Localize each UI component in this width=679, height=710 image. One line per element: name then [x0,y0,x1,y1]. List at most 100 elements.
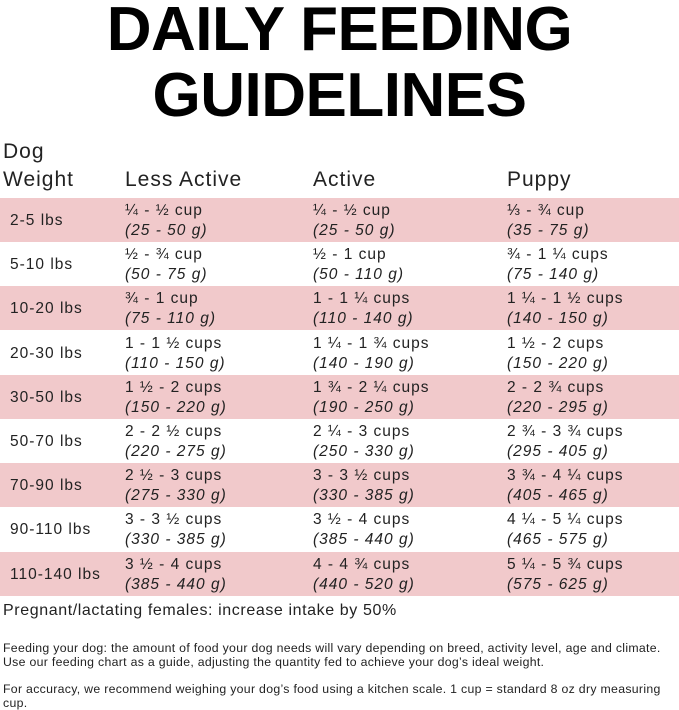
cups: 3 ¾ - 4 ¼ cups [507,467,624,485]
amount-cell: 2 ¾ - 3 ¾ cups (295 - 405 g) [507,422,624,462]
table-row: 2-5 lbs ¼ - ½ cup (25 - 50 g) ¼ - ½ cup (25 … [0,198,679,242]
cups: 1 ¾ - 2 ¼ cups [313,378,430,396]
cups: 2 ½ - 3 cups [125,467,223,485]
weight-cell: 2-5 lbs [10,212,64,229]
weight-cell: 70-90 lbs [10,477,83,495]
grams: (385 - 440 g) [125,575,227,593]
grams: (110 - 140 g) [313,310,414,328]
paragraph: Feeding your dog: the amount of food you… [3,641,661,669]
grams: (465 - 575 g) [507,531,609,549]
amount-cell: ¼ - ½ cup (25 - 50 g) [313,201,396,241]
title: DAILY FEEDING [106,0,573,64]
grams: (250 - 330 g) [313,443,415,460]
cups: 2 - 2 ½ cups [125,423,223,440]
paragraph: For accuracy, we recommend weighing your… [3,682,661,710]
cups: 4 ¼ - 5 ¼ cups [507,511,624,529]
grams: (405 - 465 g) [507,487,609,505]
cups: 3 - 3 ½ cups [313,467,411,485]
weight-cell: 50-70 lbs [10,433,83,450]
cups: 1 - 1 ½ cups [125,334,223,352]
amount-cell: 2 ½ - 3 cups (275 - 330 g) [125,466,227,506]
cups: 3 ½ - 4 cups [313,511,411,529]
grams: (330 - 385 g) [313,487,415,505]
amount-cell: 3 ½ - 4 cups (385 - 440 g) [125,555,227,595]
cups: ¼ - ½ cup [125,202,203,219]
amount-cell: 3 ½ - 4 cups (385 - 440 g) [313,510,415,550]
cups: 3 - 3 ½ cups [125,511,223,529]
table-row: 70-90 lbs 2 ½ - 3 cups (275 - 330 g) 3 - 3 … [0,463,679,508]
amount-cell: 1 ½ - 2 cups (150 - 220 g) [125,378,227,418]
table-row: 5-10 lbs ½ - ¾ cup (50 - 75 g) ½ - 1 cup (50… [0,242,679,286]
amount-cell: ¼ - ½ cup (25 - 50 g) [125,201,208,241]
column-header: Puppy [507,168,572,191]
grams: (150 - 220 g) [125,398,227,416]
grams: (50 - 75 g) [125,266,208,284]
table-row: 50-70 lbs 2 - 2 ½ cups (220 - 275 g) 2 ¼ - … [0,419,679,463]
amount-cell: 1 - 1 ¼ cups (110 - 140 g) [313,289,414,329]
grams: (385 - 440 g) [313,531,415,549]
title: GUIDELINES [152,61,527,130]
column-header: Less Active [125,168,243,191]
table-row: 90-110 lbs 3 - 3 ½ cups (330 - 385 g) 3 ½ -… [0,507,679,551]
amount-cell: 2 - 2 ½ cups (220 - 275 g) [125,422,227,462]
column-header: Dog Weight [3,140,74,191]
amount-cell: ½ - ¾ cup (50 - 75 g) [125,245,208,285]
cups: 2 - 2 ¾ cups [507,378,605,396]
grams: (295 - 405 g) [507,443,609,460]
amount-cell: 3 - 3 ½ cups (330 - 385 g) [125,510,227,550]
amount-cell: 4 ¼ - 5 ¼ cups (465 - 575 g) [507,510,624,550]
cups: ½ - ¾ cup [125,246,203,264]
cups: ¾ - 1 cup [125,290,199,308]
amount-cell: ¾ - 1 ¼ cups (75 - 140 g) [507,245,609,285]
amount-cell: 2 - 2 ¾ cups (220 - 295 g) [507,378,609,418]
cups: 4 - 4 ¾ cups [313,555,411,573]
amount-cell: 1 ¼ - 1 ¾ cups (140 - 190 g) [313,334,430,374]
cups: 3 ½ - 4 cups [125,555,223,573]
cups: 1 ¼ - 1 ½ cups [507,290,624,308]
amount-cell: 1 ¼ - 1 ½ cups (140 - 150 g) [507,289,624,329]
weight-cell: 110-140 lbs [10,565,101,583]
table-row: 30-50 lbs 1 ½ - 2 cups (150 - 220 g) 1 ¾ - … [0,374,679,419]
weight-cell: 20-30 lbs [10,344,83,362]
grams: (275 - 330 g) [125,487,227,505]
grams: (575 - 625 g) [507,575,609,593]
cups: ⅓ - ¾ cup [507,202,585,219]
table-row: 20-30 lbs 1 - 1 ½ cups (110 - 150 g) 1 ¼ - … [0,331,679,375]
amount-cell: ⅓ - ¾ cup (35 - 75 g) [507,201,590,241]
weight-cell: 90-110 lbs [10,521,92,539]
grams: (25 - 50 g) [125,222,208,239]
amount-cell: 3 - 3 ½ cups (330 - 385 g) [313,466,415,506]
amount-cell: 1 - 1 ½ cups (110 - 150 g) [125,334,226,374]
cups: 1 ½ - 2 cups [507,334,605,352]
grams: (75 - 140 g) [507,266,600,284]
grams: (110 - 150 g) [125,354,226,372]
amount-cell: ¾ - 1 cup (75 - 110 g) [125,289,216,329]
amount-cell: 2 ¼ - 3 cups (250 - 330 g) [313,422,415,462]
cups: ¾ - 1 ¼ cups [507,246,609,264]
column-header: Active [313,168,377,191]
grams: (75 - 110 g) [125,310,216,328]
weight-cell: 30-50 lbs [10,388,83,406]
weight-cell: 5-10 lbs [10,256,74,274]
grams: (25 - 50 g) [313,222,396,239]
grams: (440 - 520 g) [313,575,415,593]
cups: 5 ¼ - 5 ¾ cups [507,555,624,573]
table-row: 10-20 lbs ¾ - 1 cup (75 - 110 g) 1 - 1 ¼ cu… [0,286,679,331]
grams: (140 - 150 g) [507,310,609,328]
note: Pregnant/lactating females: increase int… [3,602,397,619]
table-row: 110-140 lbs 3 ½ - 4 cups (385 - 440 g) 4 - … [0,551,679,596]
cups: ¼ - ½ cup [313,202,391,219]
weight-cell: 10-20 lbs [10,300,83,318]
grams: (140 - 190 g) [313,354,415,372]
cups: 1 ¼ - 1 ¾ cups [313,334,430,352]
amount-cell: 1 ½ - 2 cups (150 - 220 g) [507,334,609,374]
grams: (150 - 220 g) [507,354,609,372]
amount-cell: 4 - 4 ¾ cups (440 - 520 g) [313,555,415,595]
grams: (50 - 110 g) [313,266,404,284]
grams: (35 - 75 g) [507,222,590,239]
grams: (220 - 295 g) [507,398,609,416]
grams: (190 - 250 g) [313,398,415,416]
cups: ½ - 1 cup [313,246,387,264]
cups: 2 ¼ - 3 cups [313,423,411,440]
